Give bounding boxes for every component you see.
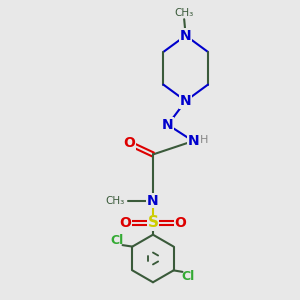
Text: O: O bbox=[123, 136, 135, 150]
Text: N: N bbox=[147, 194, 159, 208]
Text: CH₃: CH₃ bbox=[106, 196, 125, 206]
Text: N: N bbox=[187, 134, 199, 148]
Text: N: N bbox=[162, 118, 174, 132]
Text: Cl: Cl bbox=[110, 234, 123, 247]
Text: S: S bbox=[148, 215, 158, 230]
Text: N: N bbox=[180, 94, 191, 108]
Text: O: O bbox=[120, 216, 132, 230]
Text: Cl: Cl bbox=[182, 270, 195, 283]
Text: H: H bbox=[200, 135, 208, 145]
Text: O: O bbox=[174, 216, 186, 230]
Text: N: N bbox=[180, 28, 191, 43]
Text: CH₃: CH₃ bbox=[175, 8, 194, 18]
